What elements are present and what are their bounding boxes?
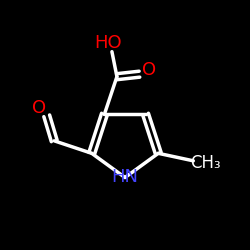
Text: O: O: [142, 62, 156, 80]
Text: HN: HN: [112, 168, 138, 186]
Text: HO: HO: [94, 34, 122, 52]
Text: CH₃: CH₃: [190, 154, 221, 172]
Text: O: O: [32, 99, 46, 117]
